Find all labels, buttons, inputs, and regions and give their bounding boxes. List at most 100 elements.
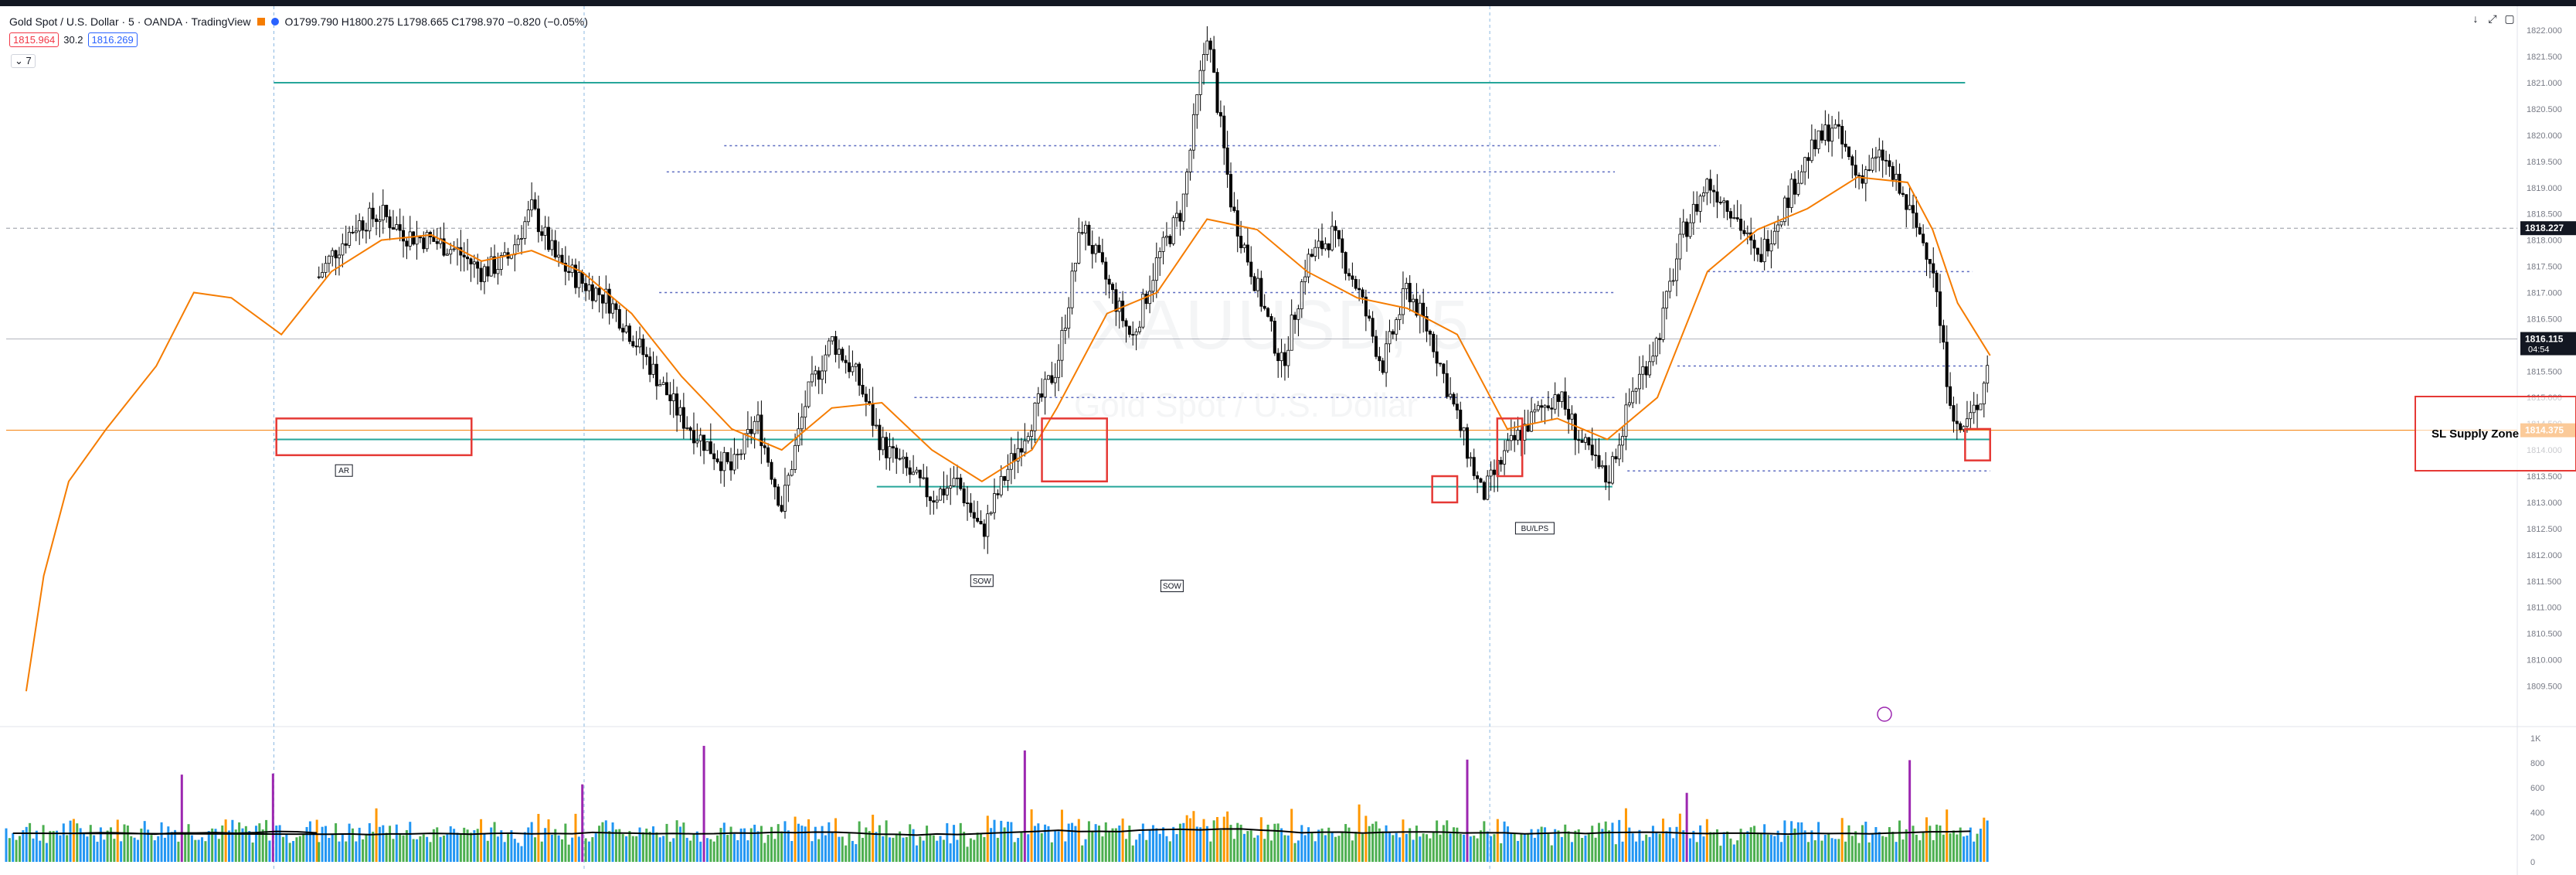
candle-body [945,488,949,495]
volume-bar [493,822,496,862]
volume-bar [211,828,214,862]
scroll-down-icon[interactable]: ↓ [2472,12,2479,25]
candle-body [1026,436,1030,441]
volume-bar [1094,824,1097,862]
volume-bar [1327,827,1330,862]
candle-body [1225,147,1229,175]
candle-body [1827,124,1830,142]
volume-bar [1837,839,1840,862]
volume-bar [1172,826,1175,862]
candle-body [1755,247,1759,255]
volume-bar [32,838,35,862]
volume-bar [1753,826,1756,862]
candle-body [1232,206,1236,211]
volume-bar [1017,838,1020,862]
candle-body [1043,379,1047,398]
volume-bar [8,838,11,862]
candle-body [1358,288,1361,291]
volume-bar [773,839,777,862]
candle-body [1762,239,1766,263]
candle-body [594,288,598,301]
volume-bar [523,832,526,862]
volume-bar [12,832,15,862]
volume-bar [1412,839,1415,862]
candle-body [1330,226,1334,250]
volume-bar [1111,828,1114,862]
volume-bar [1456,827,1459,862]
candle-body [743,433,746,455]
candle-body [412,231,416,245]
volume-bar [328,838,331,862]
candle-body [1154,257,1158,281]
sell-button[interactable]: 1815.964 [9,32,59,47]
candle-body [1932,263,1935,274]
volume-bar [312,833,315,862]
candle-body [1351,275,1354,280]
volume-bar [685,837,688,862]
volume-bar [39,840,42,862]
volume-bar [365,833,368,862]
candle-body [1938,291,1942,326]
candle-body [681,407,685,429]
price-tick-label: 1819.000 [2527,184,2562,193]
candle-body [1239,236,1243,248]
flag-icon[interactable] [257,18,265,26]
candle-body [1141,293,1145,328]
volume-bar [56,830,59,862]
restore-icon[interactable]: ▢ [2504,12,2515,25]
volume-bar [899,831,902,862]
price-tick-label: 1819.500 [2527,158,2562,167]
candle-body [993,493,997,513]
candle-body [1310,254,1313,257]
candle-body [1506,440,1510,451]
volume-bar [560,839,563,862]
candle-body [905,456,909,468]
volume-bar [598,826,601,862]
volume-bar [584,838,587,862]
candle-body [1067,307,1071,329]
volume-bar [150,835,153,862]
volume-bar [1929,826,1932,862]
candle-body [597,288,601,295]
candle-body [1557,394,1561,402]
candle-body [1705,179,1709,193]
candle-body [817,370,821,380]
buy-button[interactable]: 1816.269 [87,32,138,47]
volume-bar [655,832,658,862]
volume-bar [1966,835,1969,862]
volume-bar [953,825,956,862]
volume-bar [1571,842,1574,862]
volume-bar [722,822,726,862]
candle-body [1516,430,1520,441]
volume-bar [1695,842,1698,862]
volume-bar [1850,836,1854,862]
alert-icon[interactable] [1877,706,1892,722]
symbol-title[interactable]: Gold Spot / U.S. Dollar · 5 · OANDA · Tr… [9,15,251,28]
candle-body [1009,453,1013,470]
price-tick-label: 1822.000 [2527,26,2562,36]
indicator-collapse-button[interactable]: ⌄ 7 [11,54,36,68]
candle-body [1090,245,1094,254]
highlight-box [1964,427,1991,461]
candle-body [1087,224,1091,246]
price-tick-label: 1813.500 [2527,472,2562,482]
volume-bar [973,839,976,862]
volume-bar [1739,829,1742,862]
volume-bar [392,839,395,862]
price-tick-label: 1817.500 [2527,263,2562,272]
candle-body [908,467,912,475]
volume-bar [675,820,678,862]
candle-body [1799,171,1803,184]
volume-bar [902,837,905,862]
candle-body [695,440,699,444]
price-tick-label: 1812.500 [2527,525,2562,534]
candle-body [1986,365,1990,384]
maximize-icon[interactable]: ⤢ [2488,12,2497,25]
volume-bar [473,830,476,862]
candle-body [1617,444,1621,460]
candle-body [617,309,621,329]
candle-body [1425,316,1429,332]
volume-bar [442,835,445,862]
candle-body [1594,455,1598,457]
